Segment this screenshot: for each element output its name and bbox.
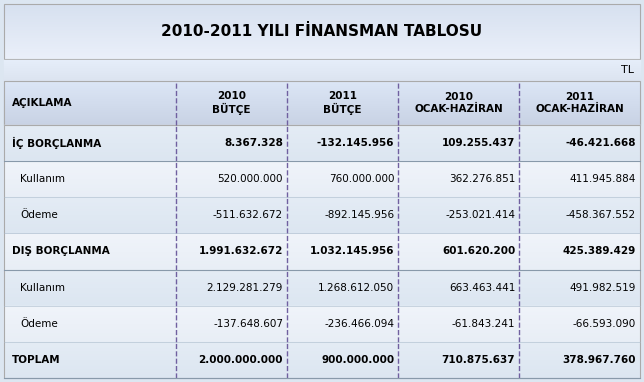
Text: 2.000.000.000: 2.000.000.000 bbox=[198, 355, 283, 365]
Text: İÇ BORÇLANMA: İÇ BORÇLANMA bbox=[12, 137, 101, 149]
Text: 1.032.145.956: 1.032.145.956 bbox=[310, 246, 394, 256]
Text: -66.593.090: -66.593.090 bbox=[573, 319, 636, 329]
Text: 2010
OCAK-HAZİRAN: 2010 OCAK-HAZİRAN bbox=[414, 92, 503, 114]
Text: 663.463.441: 663.463.441 bbox=[449, 283, 515, 293]
Text: Kullanım: Kullanım bbox=[20, 174, 65, 184]
Text: 900.000.000: 900.000.000 bbox=[321, 355, 394, 365]
Text: DIŞ BORÇLANMA: DIŞ BORÇLANMA bbox=[12, 246, 109, 256]
Text: 2010-2011 YILI FİNANSMAN TABLOSU: 2010-2011 YILI FİNANSMAN TABLOSU bbox=[162, 24, 482, 39]
Text: -511.632.672: -511.632.672 bbox=[213, 210, 283, 220]
Text: -137.648.607: -137.648.607 bbox=[213, 319, 283, 329]
Text: 425.389.429: 425.389.429 bbox=[563, 246, 636, 256]
Text: -132.145.956: -132.145.956 bbox=[317, 138, 394, 148]
Text: 411.945.884: 411.945.884 bbox=[570, 174, 636, 184]
Text: Ödeme: Ödeme bbox=[20, 210, 58, 220]
Text: 710.875.637: 710.875.637 bbox=[442, 355, 515, 365]
Text: 1.991.632.672: 1.991.632.672 bbox=[198, 246, 283, 256]
Text: 520.000.000: 520.000.000 bbox=[218, 174, 283, 184]
Text: -61.843.241: -61.843.241 bbox=[451, 319, 515, 329]
Text: 2010
BÜTÇE: 2010 BÜTÇE bbox=[212, 91, 251, 115]
Text: Ödeme: Ödeme bbox=[20, 319, 58, 329]
Text: 362.276.851: 362.276.851 bbox=[449, 174, 515, 184]
Text: 601.620.200: 601.620.200 bbox=[442, 246, 515, 256]
Text: Kullanım: Kullanım bbox=[20, 283, 65, 293]
Bar bbox=[4, 4, 640, 59]
Text: 8.367.328: 8.367.328 bbox=[224, 138, 283, 148]
Text: TL: TL bbox=[621, 65, 634, 75]
Text: 760.000.000: 760.000.000 bbox=[329, 174, 394, 184]
Text: -46.421.668: -46.421.668 bbox=[565, 138, 636, 148]
Text: TOPLAM: TOPLAM bbox=[12, 355, 61, 365]
Text: 491.982.519: 491.982.519 bbox=[570, 283, 636, 293]
Bar bbox=[4, 125, 640, 378]
Bar bbox=[4, 81, 640, 125]
Text: -236.466.094: -236.466.094 bbox=[325, 319, 394, 329]
Text: AÇIKLAMA: AÇIKLAMA bbox=[12, 98, 73, 108]
Text: 2011
BÜTÇE: 2011 BÜTÇE bbox=[323, 91, 362, 115]
Text: -253.021.414: -253.021.414 bbox=[445, 210, 515, 220]
Text: 378.967.760: 378.967.760 bbox=[562, 355, 636, 365]
Text: 2011
OCAK-HAZİRAN: 2011 OCAK-HAZİRAN bbox=[535, 92, 624, 114]
Text: -892.145.956: -892.145.956 bbox=[324, 210, 394, 220]
Text: 1.268.612.050: 1.268.612.050 bbox=[318, 283, 394, 293]
Text: -458.367.552: -458.367.552 bbox=[566, 210, 636, 220]
Text: 109.255.437: 109.255.437 bbox=[442, 138, 515, 148]
Text: 2.129.281.279: 2.129.281.279 bbox=[207, 283, 283, 293]
Bar bbox=[4, 4, 640, 59]
